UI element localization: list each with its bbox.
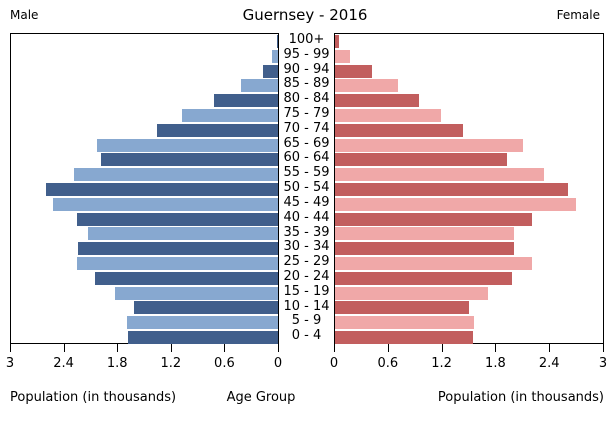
- x-axis-label-left: Population (in thousands): [10, 390, 177, 405]
- x-axis-tick: [495, 344, 497, 352]
- male-plot-area: [10, 33, 279, 345]
- female-bar: [335, 257, 532, 271]
- x-axis-tick: [334, 344, 335, 352]
- female-bar: [335, 123, 463, 137]
- x-axis-tick-label: 1.8: [106, 356, 128, 371]
- male-bar: [97, 138, 278, 152]
- male-header-label: Male: [10, 8, 39, 22]
- male-bar: [94, 271, 278, 285]
- x-axis-label-right: Population (in thousands): [437, 390, 604, 405]
- male-bar: [76, 212, 278, 226]
- female-bar: [335, 271, 512, 285]
- male-bar: [74, 168, 278, 182]
- x-axis-tick: [170, 344, 172, 352]
- female-bar: [335, 64, 372, 78]
- chart-title: Guernsey - 2016: [242, 6, 368, 24]
- age-group-label: 55 - 59: [283, 165, 330, 181]
- male-bar: [100, 153, 278, 167]
- male-bar: [213, 94, 278, 108]
- x-axis-tick: [278, 344, 279, 352]
- age-group-label: 90 - 94: [283, 61, 330, 77]
- x-axis-tick: [603, 344, 604, 352]
- x-axis-tick-label: 0.6: [214, 356, 235, 371]
- age-group-label: 0 - 4: [291, 328, 322, 344]
- x-axis-tick: [10, 344, 11, 352]
- age-group-label: 10 - 14: [283, 298, 330, 314]
- male-bar: [126, 316, 278, 330]
- age-group-label: 25 - 29: [283, 254, 330, 270]
- male-bar: [128, 331, 278, 345]
- male-bar: [45, 183, 278, 196]
- x-axis-tick: [387, 344, 389, 352]
- age-group-label: 80 - 84: [283, 91, 330, 107]
- male-bar: [262, 64, 278, 78]
- age-group-axis: 100+ 95 - 99 90 - 94 85 - 89 80 - 84 75 - 79 7…: [279, 32, 334, 344]
- female-bar: [335, 197, 577, 211]
- age-group-label: 95 - 99: [283, 46, 330, 62]
- x-axis-tick-label: 2.4: [538, 356, 560, 371]
- x-axis-tick-label: 0.6: [377, 356, 399, 371]
- female-bar: [335, 168, 545, 182]
- male-bar: [277, 34, 278, 48]
- age-group-label: 65 - 69: [283, 135, 330, 151]
- x-axis-tick-label: 0: [329, 356, 339, 371]
- female-bar: [335, 34, 340, 48]
- male-bar: [156, 123, 278, 137]
- female-bar: [335, 108, 442, 122]
- female-bar: [335, 286, 488, 300]
- female-header-label: Female: [556, 8, 600, 22]
- age-group-label: 30 - 34: [283, 239, 330, 255]
- x-axis-tick-label: 1.2: [431, 356, 452, 371]
- age-group-label: 35 - 39: [283, 224, 330, 240]
- female-bar: [335, 301, 469, 315]
- x-axis-tick: [117, 344, 119, 352]
- x-axis-tick: [549, 344, 551, 352]
- x-axis-tick-label: 2.4: [53, 356, 74, 371]
- female-plot-area: [334, 33, 604, 345]
- age-group-label: 85 - 89: [283, 76, 330, 92]
- age-group-label: 40 - 44: [283, 209, 330, 225]
- x-axis-tick: [224, 344, 226, 352]
- female-bar: [335, 316, 475, 330]
- x-axis-tick-label: 1.8: [485, 356, 506, 371]
- female-bar: [335, 183, 569, 196]
- age-group-label: 60 - 64: [283, 150, 330, 166]
- female-bar: [335, 227, 514, 241]
- x-axis-tick-label: 3: [598, 356, 608, 371]
- male-bar: [115, 286, 278, 300]
- x-axis-tick: [63, 344, 65, 352]
- female-bar: [335, 331, 473, 345]
- age-group-label: 50 - 54: [283, 180, 330, 196]
- male-bar: [240, 79, 278, 93]
- age-group-label: 45 - 49: [283, 194, 330, 210]
- age-group-label: 70 - 74: [283, 120, 330, 136]
- age-group-label: 20 - 24: [283, 268, 330, 284]
- female-bar: [335, 94, 419, 108]
- male-bar: [133, 301, 278, 315]
- x-axis-tick-label: 0: [273, 356, 283, 371]
- x-axis-label-center: Age Group: [226, 390, 296, 405]
- female-bar: [335, 49, 351, 63]
- x-axis-tick: [441, 344, 443, 352]
- male-bar: [52, 197, 278, 211]
- male-bar: [77, 242, 278, 256]
- female-bar: [335, 138, 524, 152]
- x-axis-tick-label: 3: [5, 356, 15, 371]
- female-bar: [335, 212, 532, 226]
- male-bar: [181, 108, 278, 122]
- age-group-label: 15 - 19: [283, 283, 330, 299]
- age-group-label: 100+: [288, 32, 325, 47]
- female-bar: [335, 242, 514, 256]
- male-bar: [271, 49, 278, 63]
- female-bar: [335, 153, 508, 167]
- x-axis-tick-label: 1.2: [160, 356, 182, 371]
- age-group-label: 5 - 9: [291, 313, 322, 329]
- male-bar: [76, 257, 278, 271]
- male-bar: [88, 227, 278, 241]
- female-bar: [335, 79, 398, 93]
- age-group-label: 75 - 79: [283, 106, 330, 122]
